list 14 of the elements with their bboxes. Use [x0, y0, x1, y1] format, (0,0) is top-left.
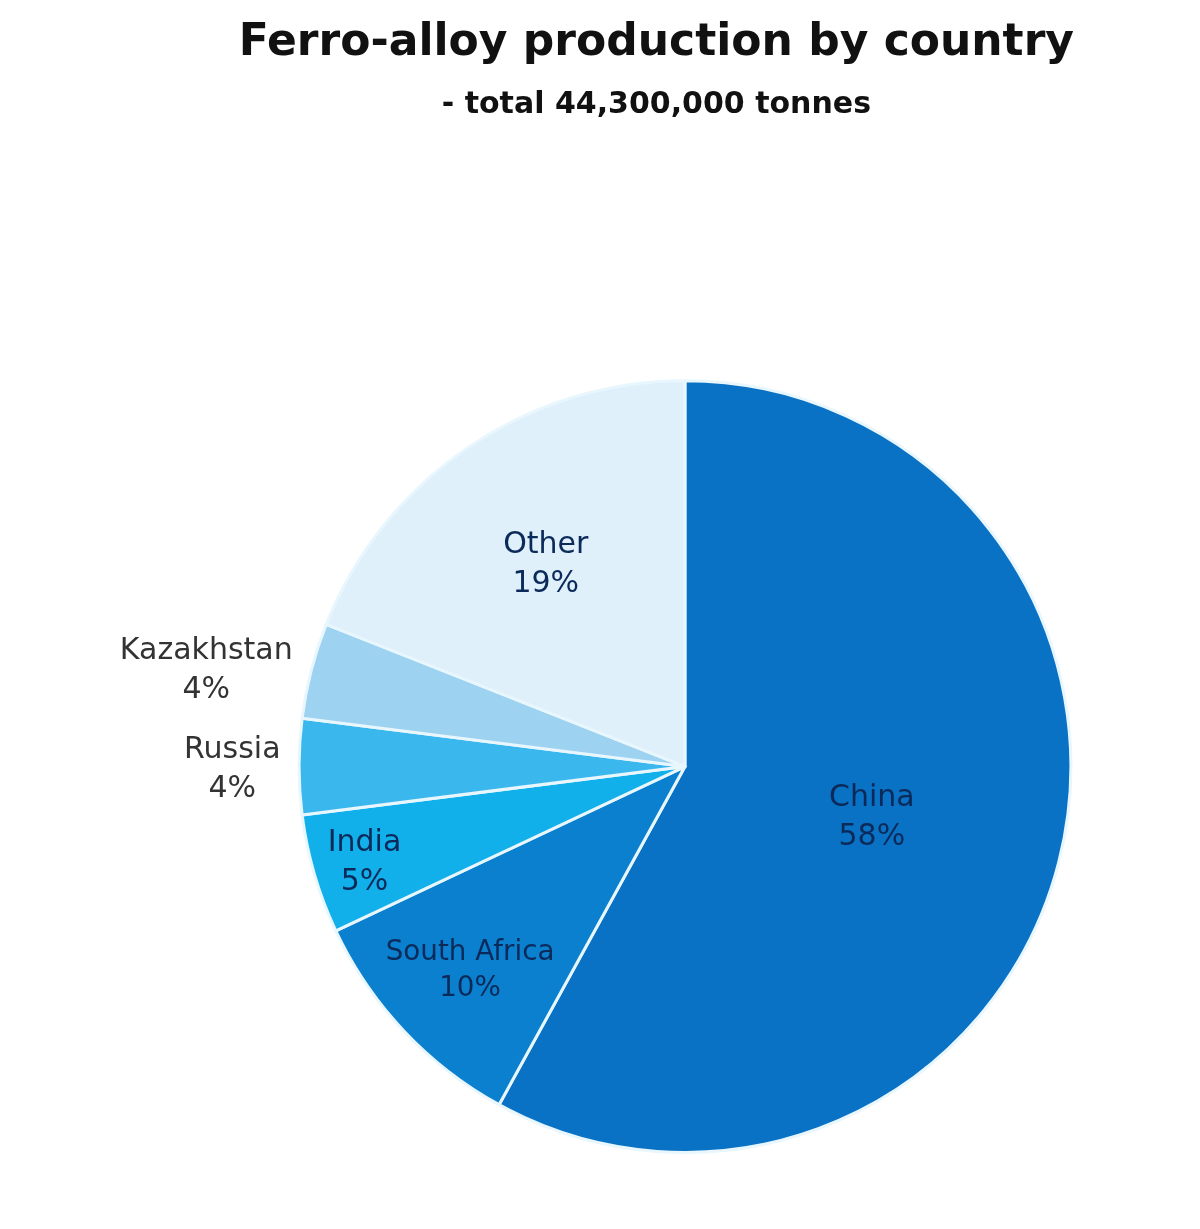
data-label: 5%	[340, 861, 389, 897]
slice-label: China	[828, 777, 915, 813]
data-label: 4%	[208, 768, 257, 804]
slice-label: Other	[503, 525, 590, 561]
chart-title: Ferro-alloy production by country	[238, 14, 1075, 66]
slice-label: South Africa	[385, 933, 555, 967]
slice-label: India	[327, 822, 402, 858]
slice-label: Russia	[184, 729, 281, 765]
chart-subtitle: - total 44,300,000 tonnes	[441, 84, 872, 120]
data-label: 4%	[182, 670, 231, 706]
data-label: 19%	[512, 564, 580, 600]
data-label: 10%	[439, 970, 501, 1004]
slice-label: Kazakhstan	[119, 631, 293, 667]
data-label: 58%	[838, 816, 906, 852]
